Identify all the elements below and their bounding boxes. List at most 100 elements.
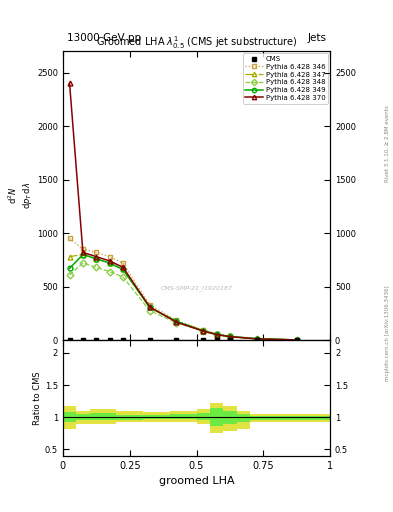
Pythia 6.428 370 [214,331,219,337]
Pythia 6.428 346 [67,236,72,242]
Pythia 6.428 349 [67,265,72,271]
Pythia 6.428 370 [294,337,299,343]
Pythia 6.428 348 [121,274,125,280]
CMS [174,337,179,343]
Pythia 6.428 348 [107,269,112,275]
Bar [223,406,237,431]
X-axis label: groomed LHA: groomed LHA [159,476,234,486]
Pythia 6.428 347 [294,337,299,343]
Bar [90,410,116,423]
Text: Rivet 3.1.10, ≥ 2.8M events: Rivet 3.1.10, ≥ 2.8M events [385,105,389,182]
CMS [107,337,112,343]
Pythia 6.428 346 [214,331,219,337]
Bar [223,411,237,423]
Pythia 6.428 346 [107,253,112,260]
Pythia 6.428 349 [107,260,112,266]
Pythia 6.428 349 [294,337,299,343]
Pythia 6.428 370 [254,336,259,342]
Line: Pythia 6.428 370: Pythia 6.428 370 [67,81,299,343]
Bar [237,411,250,429]
Y-axis label: Ratio to CMS: Ratio to CMS [33,371,42,425]
Bar [76,414,90,420]
CMS [121,337,125,343]
Pythia 6.428 346 [254,335,259,342]
Bar [116,411,143,422]
Bar [76,411,90,423]
Pythia 6.428 346 [201,327,206,333]
Pythia 6.428 347 [67,253,72,260]
Bar [170,414,196,419]
Bar [196,413,210,420]
Bar [170,411,196,422]
Pythia 6.428 370 [228,334,232,340]
Line: Pythia 6.428 348: Pythia 6.428 348 [67,261,299,343]
Pythia 6.428 348 [147,308,152,314]
Line: Pythia 6.428 346: Pythia 6.428 346 [67,236,299,343]
Bar [63,412,76,422]
Bar [116,415,143,420]
CMS [214,337,219,343]
Pythia 6.428 348 [67,272,72,278]
Text: Jets: Jets [307,33,326,44]
Pythia 6.428 346 [94,249,99,255]
Pythia 6.428 346 [121,260,125,266]
Pythia 6.428 349 [174,318,179,325]
Pythia 6.428 348 [174,319,179,326]
Pythia 6.428 346 [228,333,232,339]
Pythia 6.428 370 [201,328,206,334]
Text: CMS-SMP-21_I1920187: CMS-SMP-21_I1920187 [160,285,233,291]
Pythia 6.428 370 [94,253,99,260]
Bar [90,413,116,420]
Pythia 6.428 347 [147,305,152,311]
CMS [81,337,85,343]
Bar [237,414,250,422]
Pythia 6.428 349 [201,328,206,334]
Pythia 6.428 347 [81,251,85,258]
Bar [210,408,223,426]
Line: Pythia 6.428 347: Pythia 6.428 347 [67,252,299,343]
CMS [94,337,99,343]
Pythia 6.428 348 [228,334,232,340]
Pythia 6.428 346 [294,337,299,343]
Pythia 6.428 347 [107,260,112,266]
Pythia 6.428 347 [254,336,259,342]
Pythia 6.428 349 [147,305,152,311]
Text: mcplots.cern.ch [arXiv:1306.3436]: mcplots.cern.ch [arXiv:1306.3436] [385,285,389,380]
Pythia 6.428 348 [94,264,99,270]
Pythia 6.428 347 [214,331,219,337]
Pythia 6.428 347 [121,266,125,272]
Pythia 6.428 349 [94,255,99,262]
Pythia 6.428 370 [107,258,112,264]
Bar [196,410,210,423]
Pythia 6.428 347 [228,333,232,339]
Pythia 6.428 346 [147,302,152,308]
Legend: CMS, Pythia 6.428 346, Pythia 6.428 347, Pythia 6.428 348, Pythia 6.428 349, Pyt: CMS, Pythia 6.428 346, Pythia 6.428 347,… [242,53,328,103]
Bar [143,415,170,419]
Pythia 6.428 349 [214,331,219,337]
Pythia 6.428 349 [121,266,125,272]
CMS [254,337,259,343]
Pythia 6.428 349 [228,333,232,339]
Pythia 6.428 348 [81,260,85,266]
CMS [228,337,232,343]
Pythia 6.428 348 [254,336,259,342]
Line: Pythia 6.428 349: Pythia 6.428 349 [67,252,299,343]
Pythia 6.428 349 [81,251,85,258]
Y-axis label: $\mathrm{d}^2 N$
$\mathrm{d}p_T\,\mathrm{d}\lambda$: $\mathrm{d}^2 N$ $\mathrm{d}p_T\,\mathrm… [7,182,34,209]
Pythia 6.428 346 [81,246,85,252]
Pythia 6.428 370 [174,319,179,325]
Bar [210,403,223,433]
Bar [250,416,330,420]
Pythia 6.428 347 [201,328,206,334]
CMS [67,337,72,343]
Pythia 6.428 348 [294,337,299,343]
Pythia 6.428 370 [121,264,125,270]
Pythia 6.428 370 [81,249,85,255]
Pythia 6.428 370 [67,80,72,87]
Line: CMS: CMS [68,338,299,342]
Pythia 6.428 346 [174,317,179,324]
Bar [63,406,76,429]
CMS [147,337,152,343]
Text: 13000 GeV pp: 13000 GeV pp [67,33,141,44]
Pythia 6.428 348 [201,328,206,334]
